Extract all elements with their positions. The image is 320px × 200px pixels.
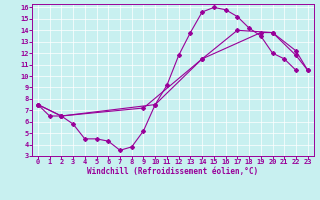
- X-axis label: Windchill (Refroidissement éolien,°C): Windchill (Refroidissement éolien,°C): [87, 167, 258, 176]
